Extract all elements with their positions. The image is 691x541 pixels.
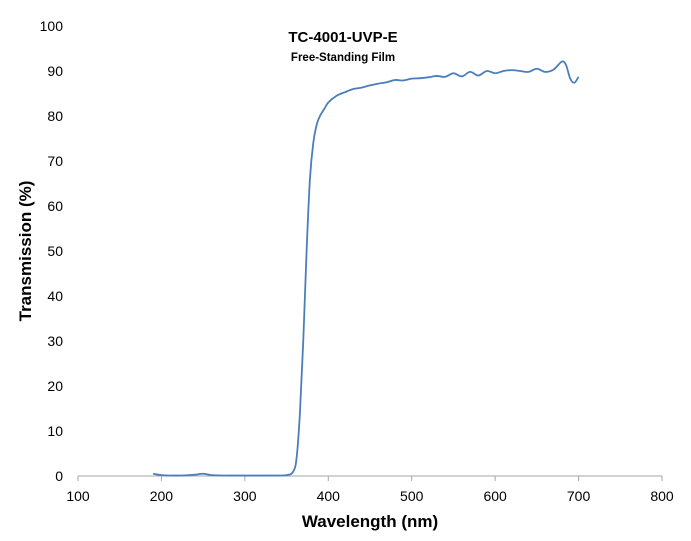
y-tick-label: 90 [47, 63, 63, 79]
y-axis-label: Transmission (%) [16, 181, 35, 322]
y-tick-label: 80 [47, 108, 63, 124]
y-tick-label: 20 [47, 378, 63, 394]
x-tick-label: 300 [233, 488, 257, 504]
y-tick-label: 100 [40, 18, 64, 34]
x-tick-label: 800 [650, 488, 674, 504]
y-tick-label: 10 [47, 423, 63, 439]
x-axis-label: Wavelength (nm) [302, 512, 438, 531]
y-tick-label: 30 [47, 333, 63, 349]
x-tick-label: 500 [400, 488, 424, 504]
chart-title: TC-4001-UVP-E [288, 29, 397, 46]
series-line [152, 60, 580, 477]
x-tick-label: 400 [317, 488, 341, 504]
y-tick-label: 60 [47, 198, 63, 214]
y-tick-label: 50 [47, 243, 63, 259]
y-tick-label: 70 [47, 153, 63, 169]
x-tick-label: 700 [567, 488, 591, 504]
y-tick-label: 0 [55, 468, 63, 484]
x-tick-label: 200 [150, 488, 174, 504]
x-tick-label: 600 [483, 488, 507, 504]
x-tick-label: 100 [66, 488, 90, 504]
chart-subtitle: Free-Standing Film [291, 52, 395, 64]
y-tick-label: 40 [47, 288, 63, 304]
